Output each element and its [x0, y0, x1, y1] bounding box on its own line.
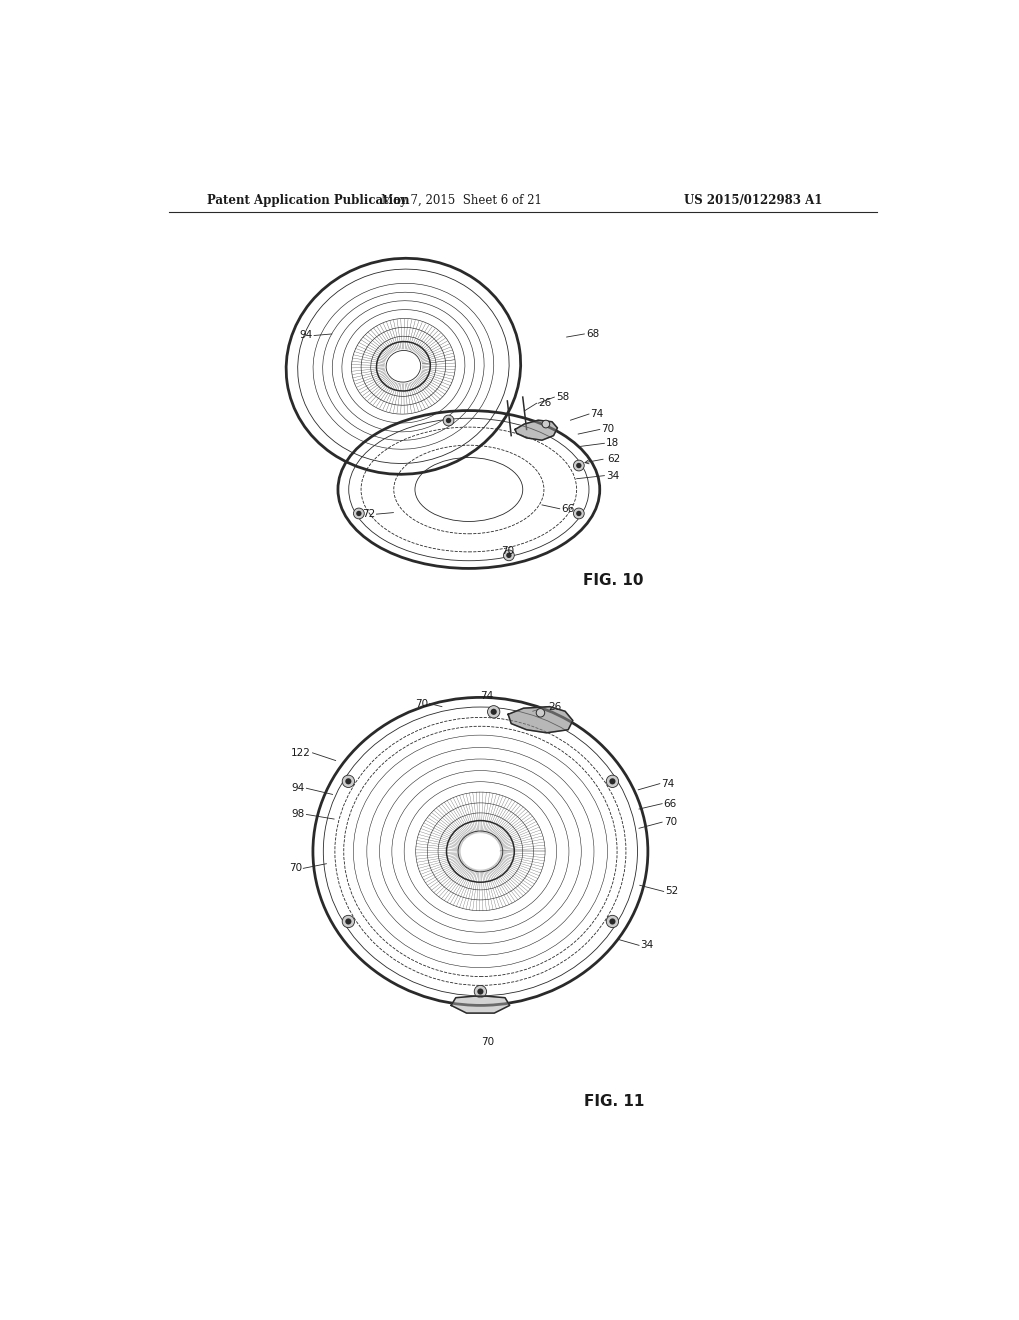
Text: 70: 70 — [663, 817, 677, 828]
Circle shape — [605, 915, 618, 928]
Text: 98: 98 — [291, 809, 305, 820]
Circle shape — [487, 706, 499, 718]
Text: 66: 66 — [560, 504, 574, 513]
Circle shape — [608, 919, 614, 924]
Text: 122: 122 — [290, 748, 311, 758]
Text: 70: 70 — [288, 863, 302, 874]
Text: 34: 34 — [640, 940, 653, 950]
Text: 94: 94 — [291, 783, 305, 793]
Circle shape — [341, 775, 355, 788]
Text: 26: 26 — [538, 399, 551, 408]
Text: 58: 58 — [555, 392, 569, 403]
Text: FIG. 10: FIG. 10 — [582, 573, 643, 587]
Text: 94: 94 — [299, 330, 312, 341]
Circle shape — [605, 775, 618, 788]
Text: 26: 26 — [547, 702, 560, 711]
Circle shape — [573, 461, 584, 471]
Text: 70: 70 — [500, 546, 514, 556]
Circle shape — [354, 508, 364, 519]
Circle shape — [442, 414, 453, 426]
Circle shape — [573, 508, 584, 519]
Circle shape — [576, 463, 581, 469]
Text: 70: 70 — [415, 698, 428, 709]
Text: Patent Application Publication: Patent Application Publication — [207, 194, 410, 207]
Text: 70: 70 — [601, 425, 613, 434]
Circle shape — [477, 989, 483, 995]
Polygon shape — [507, 706, 573, 733]
Polygon shape — [515, 420, 556, 441]
Text: 68: 68 — [585, 329, 598, 339]
Circle shape — [505, 553, 512, 558]
Circle shape — [474, 985, 486, 998]
Circle shape — [345, 919, 352, 924]
Circle shape — [345, 779, 352, 784]
Text: 70: 70 — [481, 1038, 494, 1047]
Text: US 2015/0122983 A1: US 2015/0122983 A1 — [684, 194, 822, 207]
Circle shape — [341, 915, 355, 928]
Text: 34: 34 — [605, 471, 619, 480]
Text: 18: 18 — [605, 438, 619, 449]
Circle shape — [608, 779, 614, 784]
Circle shape — [356, 511, 361, 516]
Text: May 7, 2015  Sheet 6 of 21: May 7, 2015 Sheet 6 of 21 — [380, 194, 541, 207]
Text: 74: 74 — [660, 779, 674, 788]
Text: 74: 74 — [480, 690, 493, 701]
Text: 62: 62 — [607, 454, 621, 463]
Text: 52: 52 — [664, 887, 678, 896]
Text: 74: 74 — [590, 409, 603, 418]
Circle shape — [490, 709, 496, 715]
Text: 66: 66 — [663, 799, 677, 809]
Polygon shape — [450, 997, 510, 1014]
Text: 72: 72 — [362, 510, 375, 519]
Circle shape — [445, 418, 450, 424]
Circle shape — [503, 550, 514, 561]
Text: FIG. 11: FIG. 11 — [584, 1094, 644, 1109]
Circle shape — [541, 420, 549, 428]
Circle shape — [536, 709, 544, 717]
Circle shape — [576, 511, 581, 516]
